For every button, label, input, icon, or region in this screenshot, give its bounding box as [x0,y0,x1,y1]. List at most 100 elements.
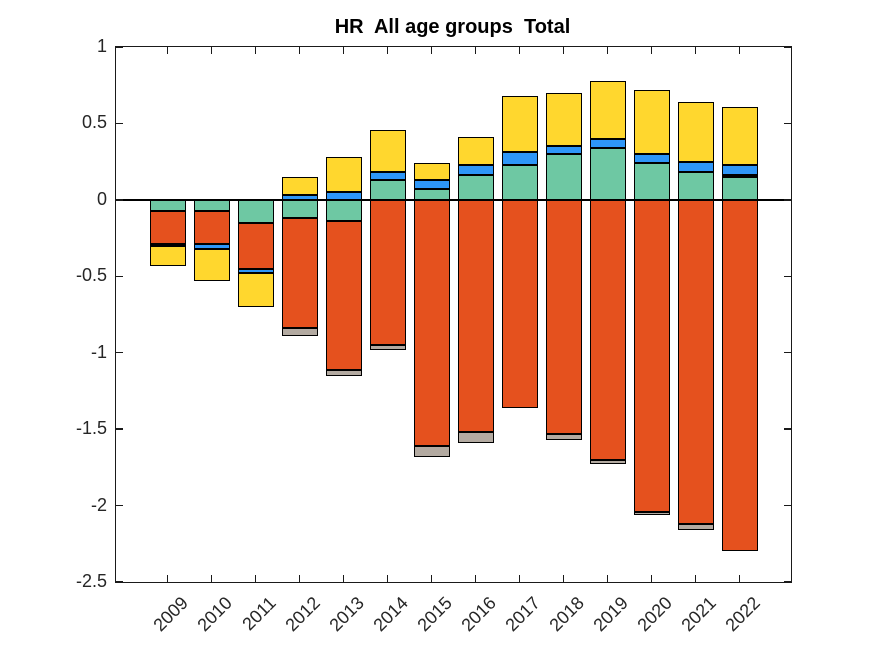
bar-segment-yellow [325,157,362,193]
bar-segment-orange [281,218,318,329]
y-tick-left [116,46,123,48]
y-tick-label: 0 [96,188,107,209]
bar-segment-orange [237,222,274,269]
bar-segment-gray [721,175,758,178]
y-tick-left [116,428,123,430]
x-tick-top [342,47,345,54]
bar-segment-blue [633,154,670,164]
y-tick-label: 0.5 [81,112,107,133]
bar-segment-yellow [721,106,758,165]
bar-segment-yellow [149,245,186,266]
bar-segment-gray [589,459,626,465]
x-tick-bottom [562,575,565,582]
x-tick-bottom [430,575,433,582]
x-tick-bottom [518,575,521,582]
bar-segment-teal [281,199,318,219]
y-tick-label: -2.5 [75,571,107,591]
x-tick-bottom [298,575,301,582]
bar-segment-teal [193,199,230,211]
bar-segment-teal [149,199,186,211]
bar-segment-blue [237,268,274,274]
bar-segment-orange [369,199,406,346]
y-tick-left [116,581,123,583]
bar-segment-teal [325,199,362,222]
bar-segment-blue [281,195,318,200]
bar-segment-gray [457,432,494,443]
x-tick-bottom [738,575,741,582]
x-tick-bottom [210,575,213,582]
x-tick-top [518,47,521,54]
bar-segment-yellow [677,102,714,162]
bar-segment-orange [193,210,230,245]
bar-segment-orange [457,199,494,433]
y-tick-label: 1 [96,36,107,56]
y-tick-left [116,199,123,201]
x-tick-top [562,47,565,54]
bar-segment-teal [721,176,758,200]
bar-segment-yellow [369,129,406,173]
x-tick-top [430,47,433,54]
bar-segment-orange [149,210,186,245]
y-tick-right [784,351,791,354]
y-tick-right [784,46,791,48]
bar-segment-orange [545,199,582,434]
x-tick-bottom [606,575,609,582]
x-tick-top [474,47,477,54]
bar-segment-yellow [545,92,582,147]
bar-segment-teal [413,189,450,200]
bar-segment-orange [589,199,626,460]
y-tick-right [784,581,791,583]
x-tick-top [606,47,609,54]
bar-segment-teal [501,164,538,200]
bar-segment-orange [501,199,538,408]
bar-segment-blue [501,152,538,165]
x-tick-top [738,47,741,54]
y-tick-label: -1 [90,341,107,362]
x-tick-top [254,47,257,54]
zero-line [116,199,791,201]
bar-segment-orange [677,199,714,524]
bar-segment-yellow [501,95,538,153]
bar-segment-yellow [193,248,230,281]
x-tick-top [210,47,213,54]
y-tick-label: -1.5 [75,418,107,439]
y-tick-left [116,351,123,354]
x-tick-bottom [386,575,389,582]
x-tick-top [694,47,697,54]
bar-segment-teal [677,172,714,200]
bar-segment-yellow [413,163,450,180]
y-tick-label: -2 [90,494,107,515]
x-tick-top [386,47,389,54]
bar-segment-teal [237,199,274,223]
x-tick-bottom [694,575,697,582]
bar-segment-blue [721,164,758,176]
bar-segment-teal [369,179,406,200]
x-tick-top [650,47,653,54]
x-tick-bottom [650,575,653,582]
bar-segment-gray [677,523,714,531]
bar-segment-blue [325,192,362,200]
x-tick-bottom [474,575,477,582]
y-tick-right [784,504,791,507]
bar-segment-orange [721,199,758,552]
y-tick-right [784,199,791,201]
y-tick-left [116,122,123,125]
bar-segment-gray [325,369,362,376]
bar-segment-yellow [589,80,626,139]
bar-segment-gray [413,445,450,457]
bar-segment-blue [545,146,582,154]
x-tick-top [298,47,301,54]
bar-segment-blue [149,244,186,247]
x-tick-bottom [254,575,257,582]
bar-segment-orange [325,221,362,370]
bar-segment-blue [193,244,230,249]
bar-segment-yellow [457,137,494,165]
bar-segment-gray [281,328,318,336]
bar-segment-blue [369,172,406,180]
bar-segment-blue [589,138,626,148]
bar-segment-teal [545,154,582,200]
bar-segment-orange [633,199,670,512]
bar-segment-gray [545,433,582,440]
y-tick-right [784,275,791,278]
bar-segment-gray [369,345,406,350]
